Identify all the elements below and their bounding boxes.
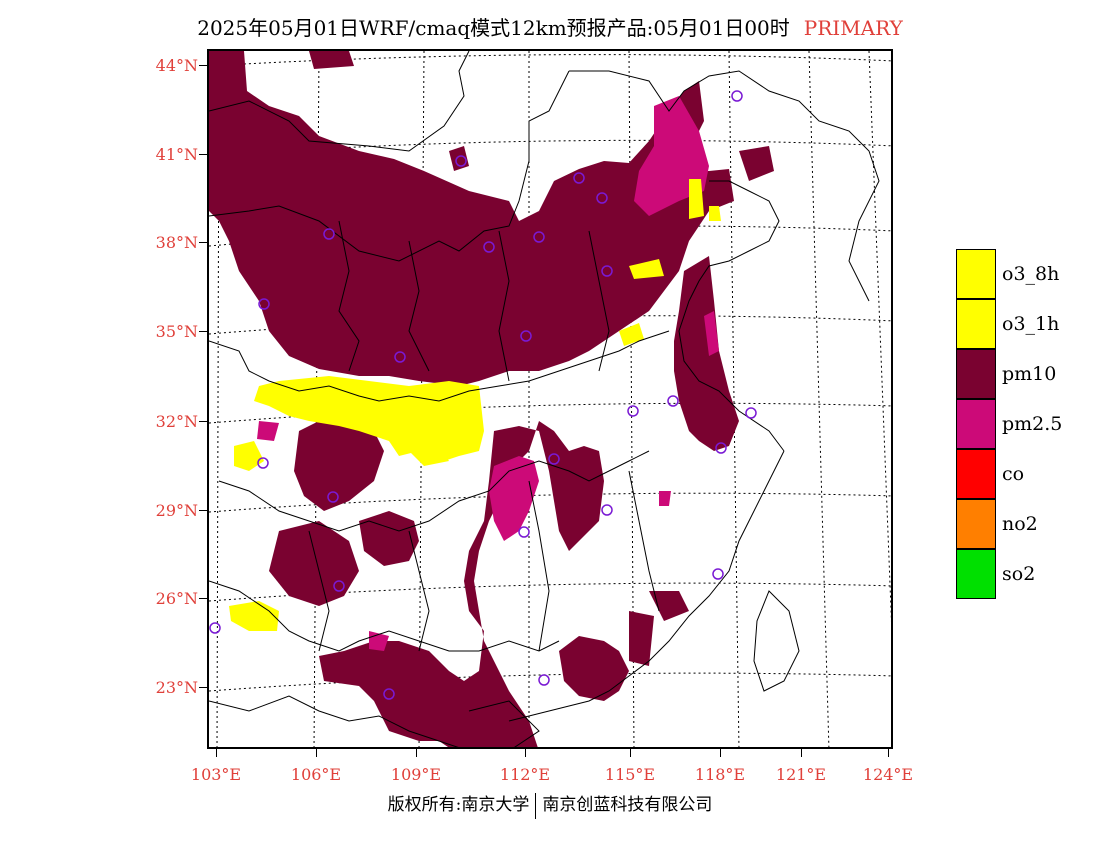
x-tick <box>316 749 317 757</box>
legend-swatch <box>956 349 996 399</box>
legend-swatch <box>956 449 996 499</box>
x-tick <box>416 749 417 757</box>
x-tick <box>720 749 721 757</box>
legend-label: co <box>1002 463 1025 485</box>
copyright-separator <box>535 792 537 819</box>
x-tick <box>525 749 526 757</box>
legend-label: o3_1h <box>1002 313 1060 335</box>
y-label-32n: 32°N <box>155 412 198 431</box>
copyright-footer: 版权所有:南京大学 南京创蓝科技有限公司 <box>0 790 1100 819</box>
x-label-118e: 118°E <box>694 765 746 784</box>
y-tick <box>199 687 207 688</box>
y-tick <box>199 242 207 243</box>
y-tick <box>199 331 207 332</box>
y-label-41n: 41°N <box>155 145 198 164</box>
y-label-26n: 26°N <box>155 589 198 608</box>
legend-label: pm10 <box>1002 363 1057 385</box>
map-area <box>207 49 893 749</box>
x-label-106e: 106°E <box>290 765 342 784</box>
x-label-112e: 112°E <box>499 765 551 784</box>
copyright-company: 南京创蓝科技有限公司 <box>542 795 713 815</box>
map-title: 2025年05月01日WRF/cmaq模式12km预报产品:05月01日00时 P… <box>0 12 1100 41</box>
x-label-103e: 103°E <box>190 765 242 784</box>
legend-swatch <box>956 249 996 299</box>
y-label-35n: 35°N <box>155 322 198 341</box>
x-label-121e: 121°E <box>775 765 827 784</box>
copyright-owner: 版权所有:南京大学 <box>387 795 530 815</box>
y-tick <box>199 421 207 422</box>
y-tick <box>199 598 207 599</box>
legend-swatch <box>956 299 996 349</box>
y-tick <box>199 510 207 511</box>
x-tick <box>216 749 217 757</box>
station-markers <box>209 90 757 700</box>
legend-label: pm2.5 <box>1002 413 1063 435</box>
y-label-29n: 29°N <box>155 501 198 520</box>
legend-swatch <box>956 549 996 599</box>
y-tick <box>199 65 207 66</box>
y-label-38n: 38°N <box>155 233 198 252</box>
x-label-109e: 109°E <box>390 765 442 784</box>
legend-swatch <box>956 499 996 549</box>
y-label-23n: 23°N <box>155 678 198 697</box>
primary-tag: PRIMARY <box>803 16 903 40</box>
pollutant-map <box>209 51 891 747</box>
x-label-124e: 124°E <box>862 765 914 784</box>
x-tick <box>630 749 631 757</box>
y-label-44n: 44°N <box>155 56 198 75</box>
y-tick <box>199 154 207 155</box>
x-tick <box>888 749 889 757</box>
legend-label: so2 <box>1002 563 1036 585</box>
x-label-115e: 115°E <box>604 765 656 784</box>
o3-regions <box>229 179 721 631</box>
legend-label: no2 <box>1002 513 1038 535</box>
x-tick <box>801 749 802 757</box>
map-title-text: 2025年05月01日WRF/cmaq模式12km预报产品:05月01日00时 <box>197 16 790 40</box>
legend-swatch <box>956 399 996 449</box>
boundaries <box>209 51 880 747</box>
legend-label: o3_8h <box>1002 263 1060 285</box>
